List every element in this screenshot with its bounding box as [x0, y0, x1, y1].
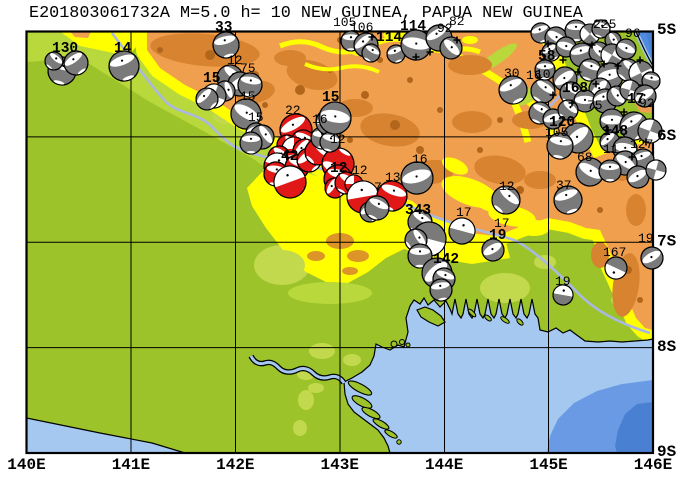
svg-text:225: 225: [593, 17, 616, 32]
svg-text:92: 92: [437, 21, 453, 36]
svg-text:12: 12: [330, 132, 346, 147]
svg-text:142E: 142E: [216, 456, 254, 474]
svg-text:92: 92: [639, 96, 655, 111]
svg-text:141E: 141E: [112, 456, 150, 474]
svg-text:14: 14: [114, 41, 132, 57]
svg-text:22: 22: [285, 103, 301, 118]
svg-text:19: 19: [638, 231, 654, 246]
svg-text:5S: 5S: [657, 21, 677, 39]
svg-text:12: 12: [352, 163, 368, 178]
svg-text:146E: 146E: [634, 456, 672, 474]
svg-text:96: 96: [625, 26, 641, 41]
svg-text:114: 114: [400, 19, 426, 35]
svg-text:142: 142: [433, 252, 459, 268]
svg-text:37: 37: [556, 178, 572, 193]
svg-text:130: 130: [52, 41, 78, 57]
svg-text:143E: 143E: [321, 456, 359, 474]
svg-text:E201803061732A M=5.0 h= 10 NEW: E201803061732A M=5.0 h= 10 NEW GUINEA, P…: [29, 4, 584, 23]
svg-text:33: 33: [215, 20, 232, 36]
svg-text:127: 127: [630, 137, 653, 152]
svg-text:17: 17: [456, 205, 472, 220]
svg-text:120: 120: [549, 115, 575, 131]
svg-text:12: 12: [227, 53, 243, 68]
svg-text:6S: 6S: [657, 127, 677, 145]
svg-text:13: 13: [385, 170, 401, 185]
svg-text:140E: 140E: [7, 456, 45, 474]
svg-text:15: 15: [322, 90, 339, 106]
svg-text:105: 105: [333, 15, 356, 30]
svg-text:19: 19: [555, 274, 571, 289]
svg-text:167: 167: [603, 245, 626, 260]
svg-text:42: 42: [281, 149, 298, 165]
svg-text:168: 168: [562, 81, 588, 97]
svg-text:9S: 9S: [657, 443, 677, 461]
svg-text:343: 343: [405, 203, 431, 219]
svg-text:7S: 7S: [657, 233, 677, 251]
svg-text:75: 75: [587, 98, 603, 113]
svg-text:75: 75: [240, 61, 256, 76]
svg-text:12: 12: [499, 179, 515, 194]
svg-text:11: 11: [603, 142, 619, 157]
svg-text:15: 15: [240, 89, 256, 104]
svg-text:16: 16: [526, 68, 542, 83]
svg-text:144E: 144E: [425, 456, 463, 474]
svg-text:106: 106: [350, 20, 373, 35]
svg-text:17: 17: [627, 92, 644, 108]
svg-text:12: 12: [330, 161, 347, 177]
svg-text:58: 58: [538, 49, 555, 65]
svg-text:19: 19: [489, 228, 506, 244]
svg-text:10: 10: [535, 67, 551, 82]
svg-text:145E: 145E: [529, 456, 567, 474]
svg-text:105: 105: [545, 125, 568, 140]
svg-text:8S: 8S: [657, 338, 677, 356]
svg-text:82: 82: [449, 14, 465, 29]
svg-text:68: 68: [577, 150, 593, 165]
svg-text:16: 16: [312, 112, 328, 127]
svg-text:15: 15: [203, 71, 220, 87]
svg-text:15: 15: [248, 110, 264, 125]
svg-text:148: 148: [602, 124, 628, 140]
svg-text:7: 7: [374, 180, 382, 195]
svg-text:30: 30: [504, 66, 520, 81]
svg-text:17: 17: [494, 216, 510, 231]
svg-text:16: 16: [412, 152, 428, 167]
svg-text:114: 114: [376, 30, 402, 46]
